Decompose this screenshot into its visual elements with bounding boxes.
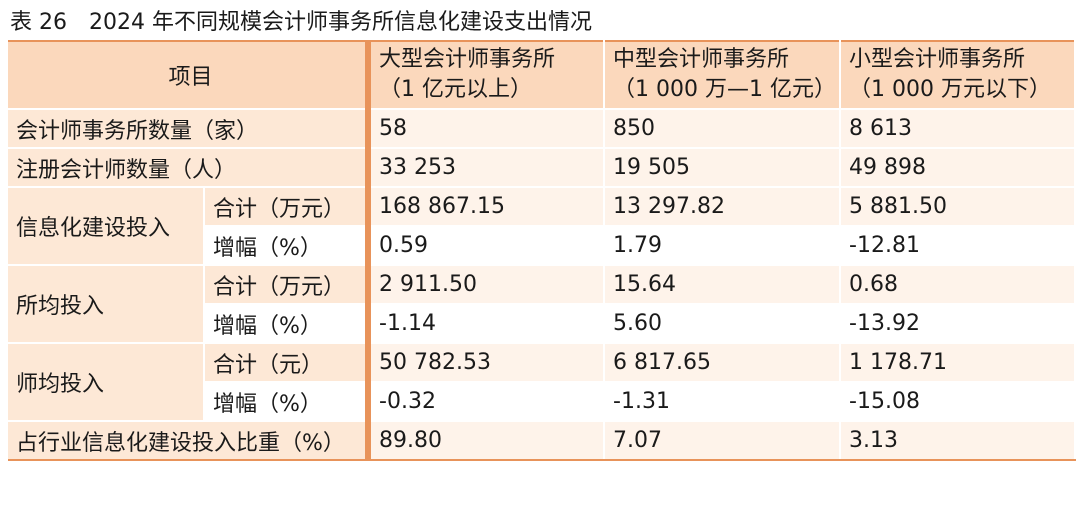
cell-large: 58 [365, 109, 606, 149]
table-row: 占行业信息化建设投入比重（%） 89.80 7.07 3.13 [8, 421, 1077, 461]
header-medium-name: 中型会计师事务所 [613, 47, 790, 72]
cell-large: 0.59 [365, 226, 606, 266]
sub-label: 合计（元） [204, 343, 370, 383]
header-small: 小型会计师事务所 （1 000 万元以下） [840, 40, 1077, 110]
header-medium: 中型会计师事务所 （1 000 万—1 亿元） [604, 40, 842, 110]
table-row: 所均投入 合计（万元） 2 911.50 15.64 0.68 [8, 265, 1077, 344]
table-number: 表 26 [10, 10, 67, 35]
header-item: 项目 [8, 40, 370, 110]
cell-medium: 19 505 [604, 148, 842, 188]
cell-large: 50 782.53 [365, 343, 606, 383]
cell-large: -1.14 [365, 304, 606, 344]
sub-label: 增幅（%） [204, 382, 370, 422]
cell-large: -0.32 [365, 382, 606, 422]
table-row: 注册会计师数量（人） 33 253 19 505 49 898 [8, 148, 1077, 188]
cell-small: 3.13 [840, 421, 1077, 461]
sub-label: 增幅（%） [204, 226, 370, 266]
header-large: 大型会计师事务所 （1 亿元以上） [365, 40, 606, 110]
group-label: 所均投入 [8, 265, 205, 344]
group-label: 信息化建设投入 [8, 187, 205, 266]
table-row: 增幅（%） 0.59 1.79 -12.81 [8, 226, 1077, 266]
cell-small: -12.81 [840, 226, 1077, 266]
cell-medium: 6 817.65 [604, 343, 842, 383]
cell-medium: 850 [604, 109, 842, 149]
header-small-range: （1 000 万元以下） [849, 77, 1051, 102]
cell-small: 5 881.50 [840, 187, 1077, 227]
header-small-name: 小型会计师事务所 [849, 47, 1026, 72]
header-large-range: （1 亿元以上） [379, 77, 533, 102]
cell-large: 33 253 [365, 148, 606, 188]
table-row: 增幅（%） -1.14 5.60 -13.92 [8, 304, 1077, 344]
cell-large: 2 911.50 [365, 265, 606, 305]
table-title: 2024 年不同规模会计师事务所信息化建设支出情况 [89, 10, 592, 35]
row-label: 注册会计师数量（人） [8, 148, 370, 188]
row-label: 占行业信息化建设投入比重（%） [8, 421, 370, 461]
cell-large: 89.80 [365, 421, 606, 461]
cell-small: 49 898 [840, 148, 1077, 188]
cell-medium: 7.07 [604, 421, 842, 461]
cell-small: 1 178.71 [840, 343, 1077, 383]
cell-small: 8 613 [840, 109, 1077, 149]
header-medium-range: （1 000 万—1 亿元） [613, 77, 836, 102]
table-row: 会计师事务所数量（家） 58 850 8 613 [8, 109, 1077, 149]
cell-medium: -1.31 [604, 382, 842, 422]
cell-large: 168 867.15 [365, 187, 606, 227]
table-row: 信息化建设投入 合计（万元） 168 867.15 13 297.82 5 88… [8, 187, 1077, 266]
header-large-name: 大型会计师事务所 [379, 47, 556, 72]
cell-small: -15.08 [840, 382, 1077, 422]
cell-small: 0.68 [840, 265, 1077, 305]
sub-label: 合计（万元） [204, 265, 370, 305]
expenditure-table: 项目 大型会计师事务所 （1 亿元以上） 中型会计师事务所 （1 000 万—1… [8, 40, 1077, 461]
cell-medium: 5.60 [604, 304, 842, 344]
header-row: 项目 大型会计师事务所 （1 亿元以上） 中型会计师事务所 （1 000 万—1… [8, 40, 1077, 110]
cell-medium: 1.79 [604, 226, 842, 266]
table-row: 增幅（%） -0.32 -1.31 -15.08 [8, 382, 1077, 422]
table-row: 师均投入 合计（元） 50 782.53 6 817.65 1 178.71 [8, 343, 1077, 422]
cell-small: -13.92 [840, 304, 1077, 344]
table-caption: 表 26 2024 年不同规模会计师事务所信息化建设支出情况 [10, 6, 592, 40]
cell-medium: 13 297.82 [604, 187, 842, 227]
sub-label: 合计（万元） [204, 187, 370, 227]
cell-medium: 15.64 [604, 265, 842, 305]
row-label: 会计师事务所数量（家） [8, 109, 370, 149]
sub-label: 增幅（%） [204, 304, 370, 344]
group-label: 师均投入 [8, 343, 205, 422]
